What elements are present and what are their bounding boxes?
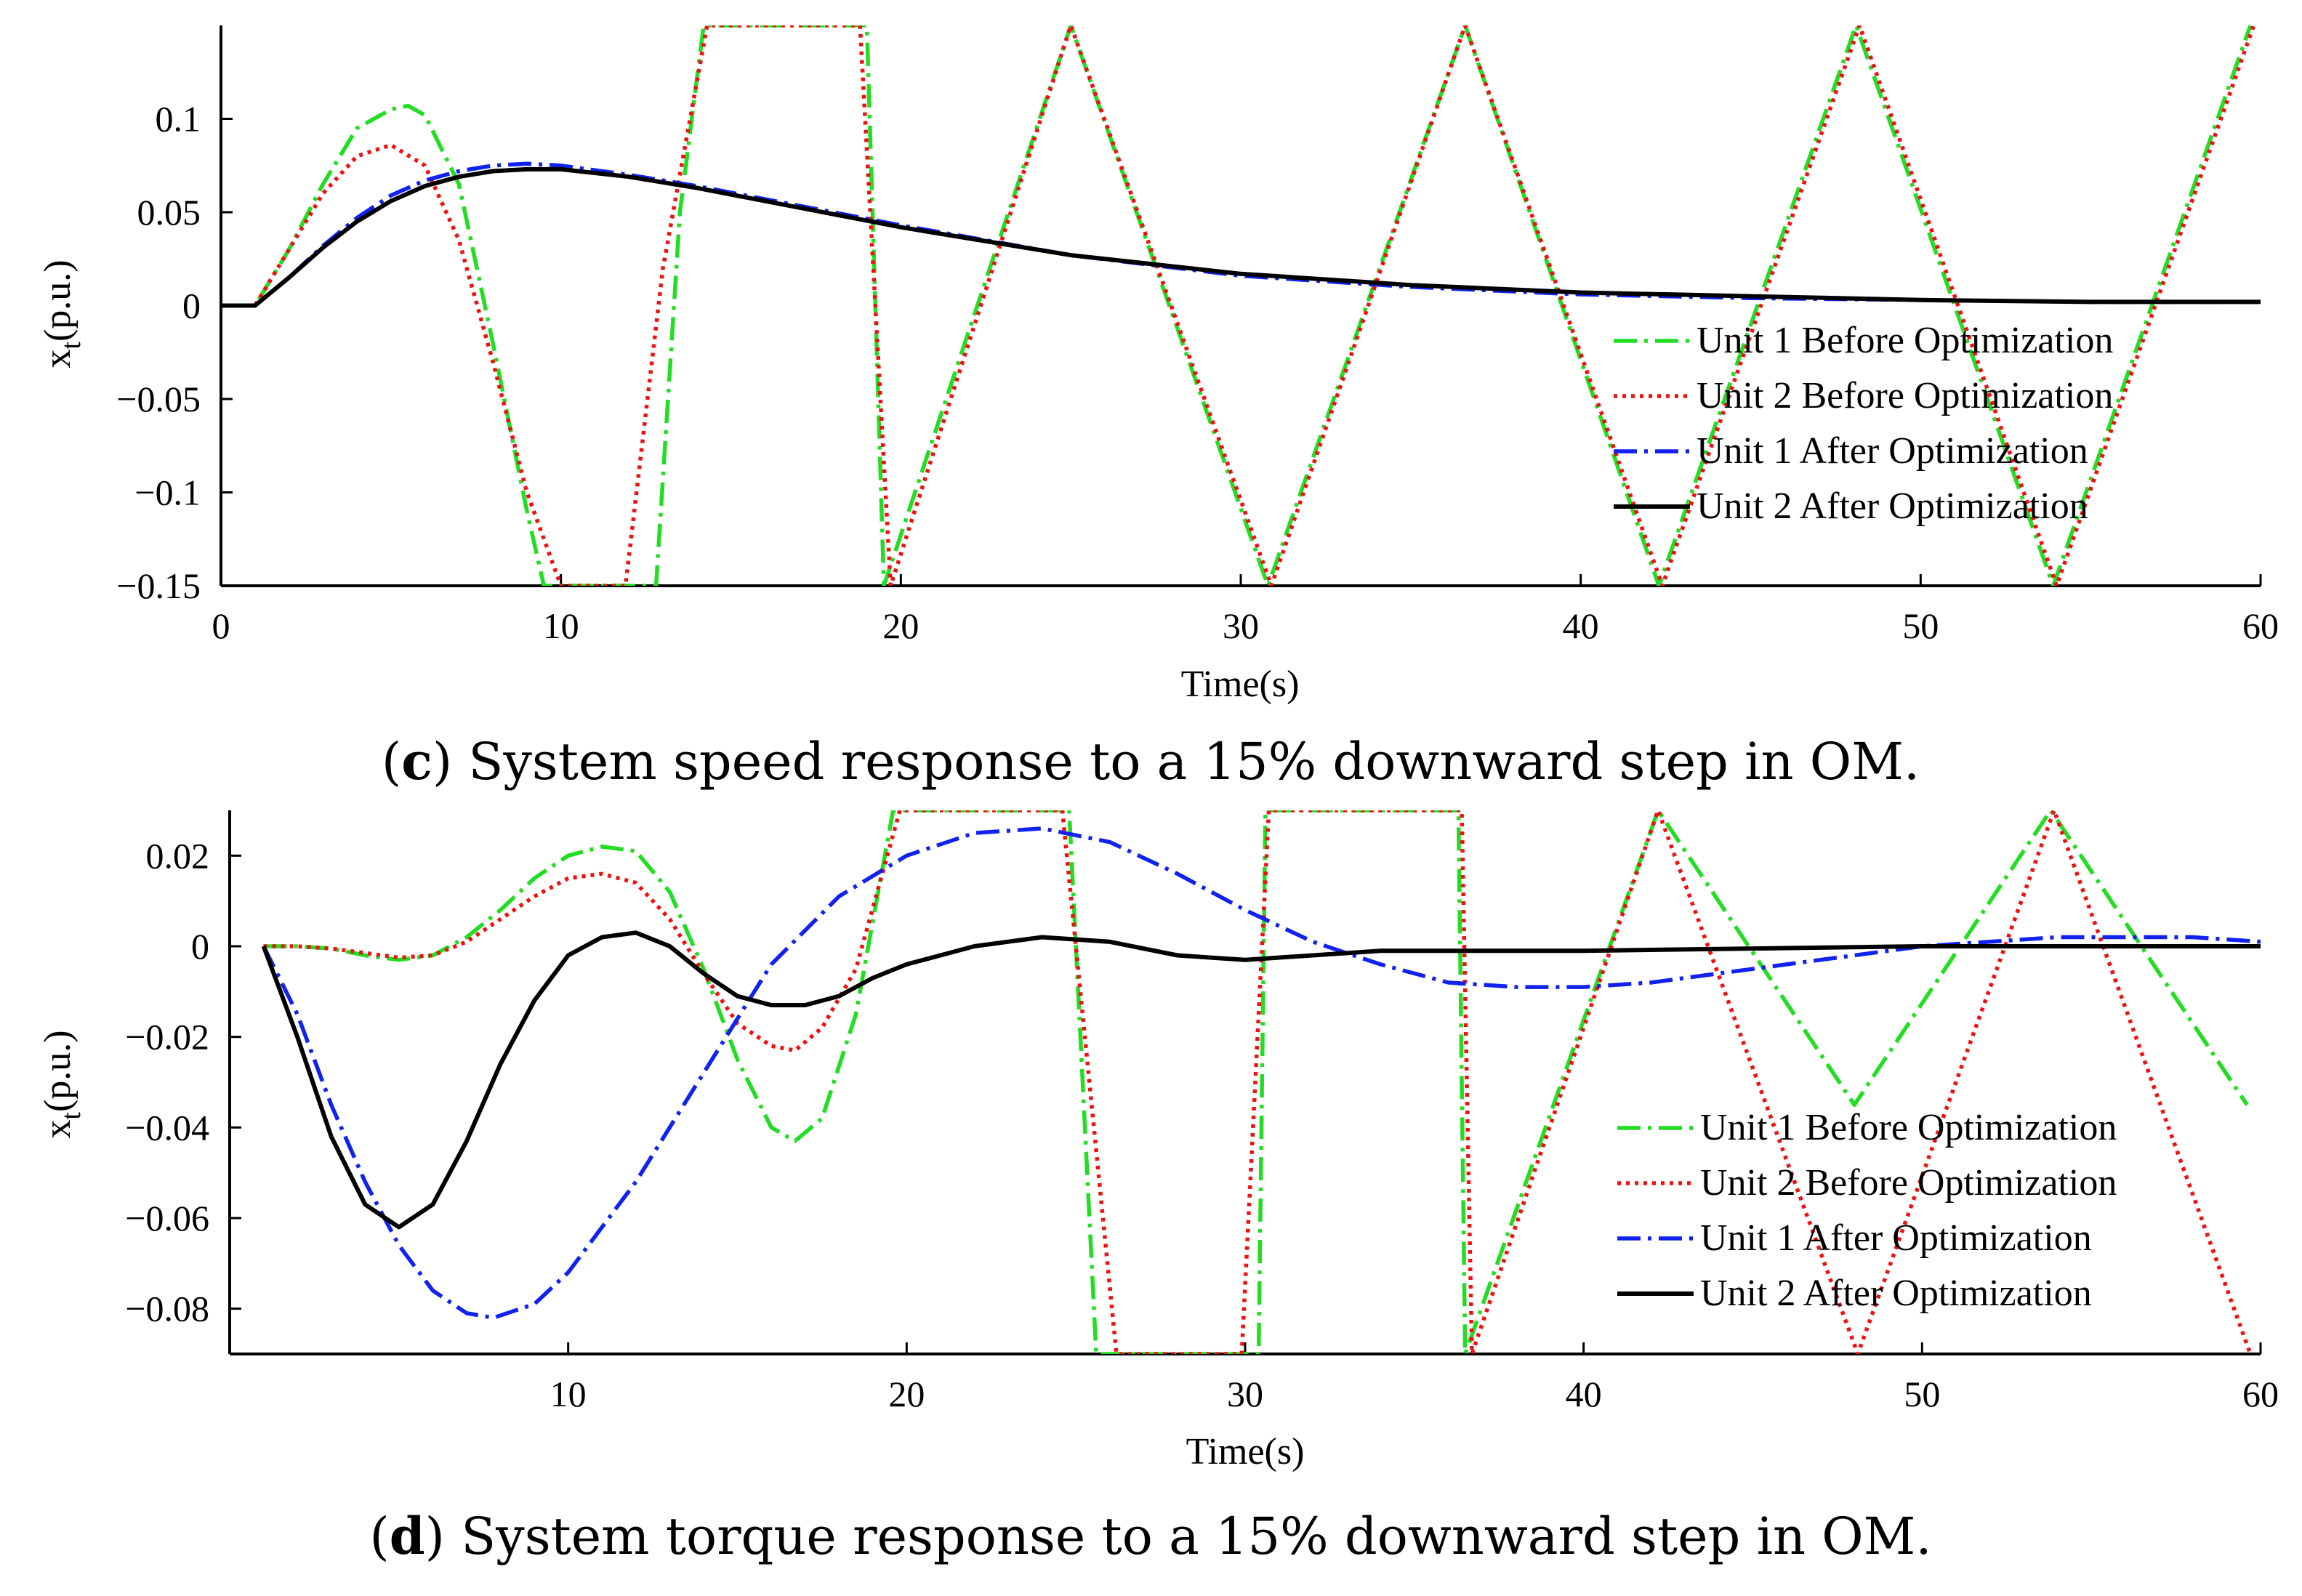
- chart-d-ylabel-tail: (p.u.): [37, 1030, 79, 1112]
- chart-c-x-tick-label: 40: [1563, 605, 1599, 646]
- chart-c-x-tick-label: 20: [882, 605, 919, 646]
- chart-c-x-tick-label: 60: [2242, 605, 2279, 646]
- chart-c-caption-open: (: [382, 732, 401, 791]
- chart-d-y-tick-label: 0: [191, 926, 209, 967]
- chart-d-series-3-line: [262, 826, 2261, 1320]
- chart-c-ylabel-tail: (p.u.): [37, 259, 79, 342]
- chart-c-x-tick-label: 10: [543, 605, 579, 646]
- chart-c-legend-label: Unit 1 Before Optimization: [1697, 320, 2113, 361]
- chart-c-y-tick-label: −0.15: [116, 565, 201, 606]
- chart-c-caption-rest: ) System speed response to a 15% downwar…: [432, 732, 1920, 791]
- chart-c-ylabel: xt(p.u.): [37, 259, 86, 368]
- chart-d-x-tick-label: 50: [1904, 1374, 1940, 1414]
- chart-d-plot-area: 10 20 30 40 50 60 −0.08 −0.06 −0.04 −0.02 0 0.02 Uni…: [125, 810, 2279, 1414]
- chart-d-y-tick-label: 0.02: [146, 835, 210, 876]
- chart-c-x-tick-label: 0: [212, 605, 230, 646]
- chart-c-y-tick-label: 0: [182, 286, 201, 326]
- chart-d-y-tick-label: −0.06: [125, 1198, 209, 1238]
- chart-d-ylabel-main: x: [37, 1120, 79, 1139]
- chart-c-caption: (c) System speed response to a 15% downw…: [382, 731, 1920, 791]
- chart-c-y-tick-label: −0.1: [134, 472, 201, 513]
- chart-d-series-group: [261, 810, 2261, 1354]
- chart-c-series-3-line: [221, 161, 2261, 308]
- chart-c-legend-label: Unit 2 Before Optimization: [1697, 375, 2113, 416]
- chart-d-x-tick-label: 40: [1566, 1374, 1602, 1414]
- chart-c-ylabel-main: x: [37, 350, 79, 368]
- chart-d-ylabel-sub: t: [56, 1112, 86, 1120]
- chart-c-series-4-line: [221, 166, 2261, 308]
- chart-d-xlabel: Time(s): [1186, 1431, 1305, 1472]
- chart-c-x-tick-label: 30: [1223, 605, 1259, 646]
- chart-d-legend-label: Unit 1 Before Optimization: [1700, 1107, 2117, 1148]
- chart-d-series-1-line: [263, 810, 2249, 1354]
- chart-c-xlabel: Time(s): [1181, 664, 1300, 705]
- chart-c-ylabel-sub: t: [56, 342, 86, 350]
- chart-d-legend-label: Unit 2 Before Optimization: [1700, 1162, 2117, 1204]
- chart-c-y-tick-label: 0.1: [156, 99, 201, 140]
- chart-c-legend-label: Unit 1 After Optimization: [1697, 430, 2088, 472]
- chart-c-y-tick-label: 0.05: [137, 192, 201, 233]
- chart-d-y-tick-label: −0.08: [125, 1289, 209, 1329]
- chart-d-caption: (d) System torque response to a 15% down…: [369, 1506, 1931, 1566]
- chart-c-y-tick-label: −0.05: [116, 379, 201, 419]
- chart-d-series-4-line: [261, 930, 2261, 1230]
- chart-d: 10 20 30 40 50 60 −0.08 −0.06 −0.04 −0.02 0 0.02 Uni…: [37, 810, 2279, 1566]
- chart-c-legend-label: Unit 2 After Optimization: [1697, 485, 2088, 527]
- chart-d-caption-open: (: [369, 1507, 389, 1566]
- chart-d-legend-label: Unit 1 After Optimization: [1700, 1217, 2092, 1259]
- chart-c-caption-letter: c: [401, 731, 432, 791]
- chart-c-x-tick-label: 50: [1902, 605, 1939, 646]
- chart-d-y-tick-label: −0.04: [125, 1107, 209, 1148]
- chart-d-legend-label: Unit 2 After Optimization: [1700, 1273, 2092, 1314]
- chart-d-x-tick-label: 10: [550, 1374, 587, 1414]
- chart-c-plot-area: 0 10 20 30 40 50 60 −0.15 −0.1 −0.05 0 0.05 0.1 Unit …: [116, 25, 2279, 646]
- chart-d-x-tick-label: 20: [888, 1374, 925, 1414]
- chart-d-y-tick-label: −0.02: [125, 1017, 209, 1057]
- chart-d-ylabel: xt(p.u.): [37, 1030, 86, 1138]
- chart-d-caption-rest: ) System torque response to a 15% downwa…: [425, 1507, 1932, 1566]
- chart-d-caption-letter: d: [390, 1506, 425, 1566]
- chart-d-x-tick-label: 30: [1227, 1374, 1263, 1414]
- chart-c: 0 10 20 30 40 50 60 −0.15 −0.1 −0.05 0 0.05 0.1 Unit …: [37, 25, 2279, 791]
- chart-c-series-group: [221, 25, 2261, 586]
- chart-d-x-tick-label: 60: [2242, 1374, 2279, 1414]
